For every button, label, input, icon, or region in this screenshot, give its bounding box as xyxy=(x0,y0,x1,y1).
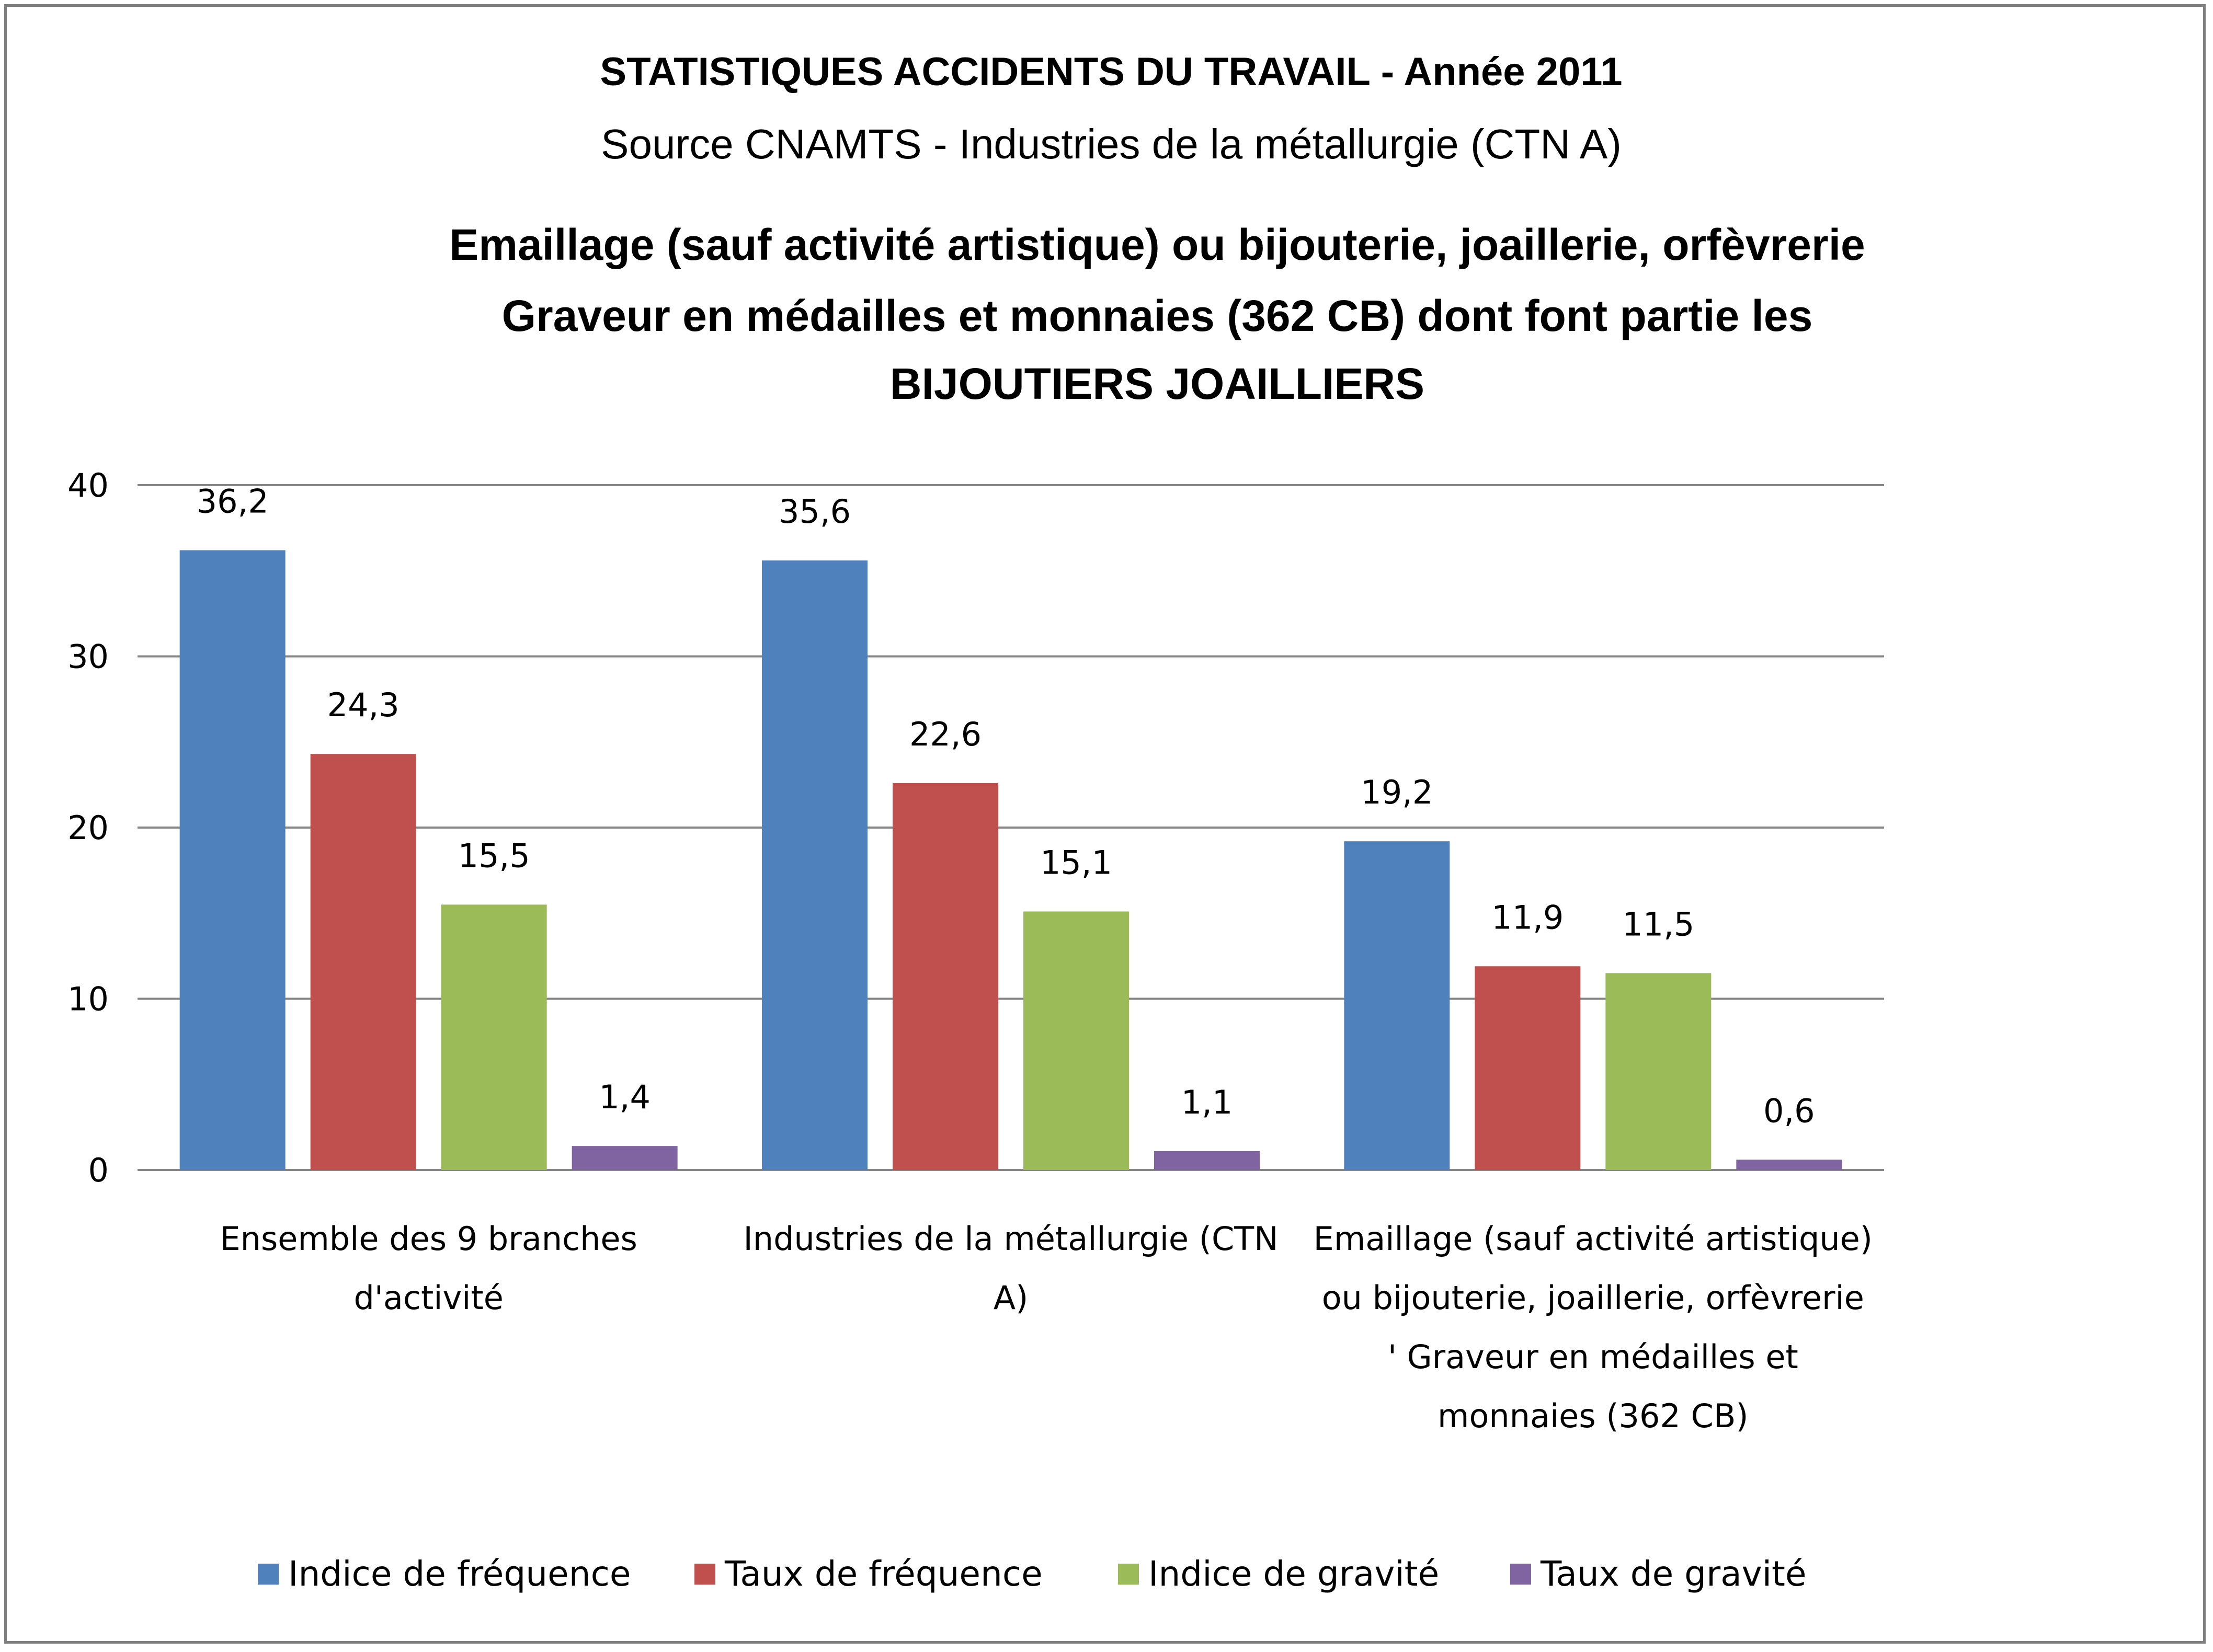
legend-swatch xyxy=(1118,1564,1139,1585)
bar xyxy=(310,754,416,1170)
bar xyxy=(1605,973,1712,1170)
legend-label: Taux de gravité xyxy=(1540,1554,1807,1594)
bar xyxy=(179,550,286,1170)
y-tick-label: 40 xyxy=(67,466,109,504)
legend-swatch xyxy=(258,1564,279,1585)
y-tick-label: 30 xyxy=(67,638,109,676)
bar xyxy=(1475,966,1581,1170)
y-tick-label: 0 xyxy=(88,1151,109,1189)
bar xyxy=(1154,1151,1260,1170)
y-tick-label: 20 xyxy=(67,809,109,847)
legend-label: Indice de fréquence xyxy=(288,1554,631,1594)
chart-subtitle-line-3: BIJOUTIERS JOAILLIERS xyxy=(890,359,1424,408)
bar xyxy=(762,560,868,1170)
data-label: 15,1 xyxy=(1040,843,1112,881)
x-category-label: ou bijouterie, joaillerie, orfèvrerie xyxy=(1322,1279,1864,1317)
data-label: 0,6 xyxy=(1763,1092,1815,1130)
legend: Indice de fréquence Taux de fréquence Indi… xyxy=(258,1554,1807,1594)
plot-area: 0 10 20 30 40 36,2 24,3 15,5 1,4 Ensemble des 9 b… xyxy=(67,466,1884,1435)
x-category-label: d'activité xyxy=(353,1279,503,1317)
chart-subtitle-line-1: Emaillage (sauf activité artistique) ou … xyxy=(449,220,1865,269)
x-category-label: A) xyxy=(994,1279,1029,1317)
x-category-label: ' Graveur en médailles et xyxy=(1388,1338,1798,1376)
chart-frame: STATISTIQUES ACCIDENTS DU TRAVAIL - Anné… xyxy=(4,4,2206,1644)
x-category-label: Emaillage (sauf activité artistique) xyxy=(1314,1220,1873,1258)
chart-title: STATISTIQUES ACCIDENTS DU TRAVAIL - Anné… xyxy=(600,50,1622,94)
bar xyxy=(572,1146,678,1170)
data-label: 1,1 xyxy=(1181,1083,1233,1121)
bar xyxy=(1023,911,1129,1170)
data-label: 11,5 xyxy=(1622,905,1694,943)
bar xyxy=(441,904,547,1170)
chart-svg: STATISTIQUES ACCIDENTS DU TRAVAIL - Anné… xyxy=(67,50,1884,1594)
x-category-label: Ensemble des 9 branches xyxy=(220,1220,637,1258)
data-label: 1,4 xyxy=(599,1078,651,1116)
chart-source: Source CNAMTS - Industries de la métallu… xyxy=(601,121,1622,167)
legend-swatch xyxy=(1510,1564,1531,1585)
data-label: 36,2 xyxy=(197,482,269,520)
data-label: 19,2 xyxy=(1361,773,1433,811)
bar xyxy=(1736,1160,1842,1170)
data-label: 35,6 xyxy=(779,492,851,531)
legend-label: Taux de fréquence xyxy=(724,1554,1043,1594)
bar xyxy=(893,783,998,1170)
x-category-label: monnaies (362 CB) xyxy=(1438,1397,1749,1435)
x-category-label: Industries de la métallurgie (CTN xyxy=(744,1220,1279,1258)
data-label: 11,9 xyxy=(1491,898,1564,936)
legend-swatch xyxy=(694,1564,715,1585)
bar xyxy=(1344,841,1450,1170)
data-label: 15,5 xyxy=(458,836,530,875)
data-label: 24,3 xyxy=(327,686,400,724)
chart-subtitle-line-2: Graveur en médailles et monnaies (362 CB… xyxy=(502,291,1813,340)
data-label: 22,6 xyxy=(909,715,982,753)
legend-label: Indice de gravité xyxy=(1148,1554,1439,1594)
y-tick-label: 10 xyxy=(67,980,109,1018)
